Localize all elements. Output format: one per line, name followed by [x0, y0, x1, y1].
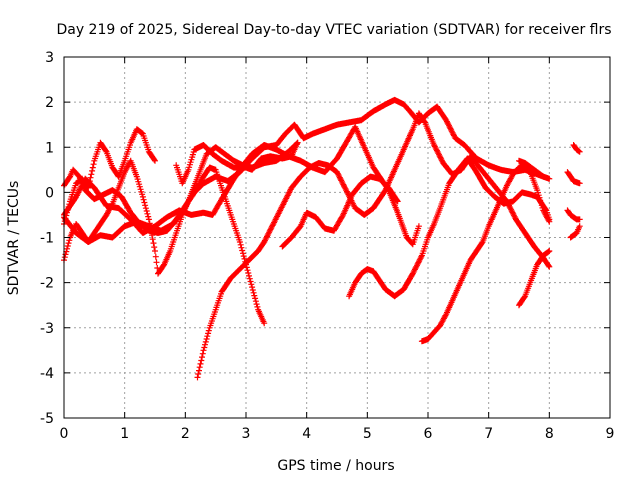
series-markers [516, 157, 547, 180]
data-marks [61, 96, 583, 381]
x-tick-label: 8 [545, 426, 554, 442]
x-tick-label: 3 [242, 426, 251, 442]
series-markers [279, 173, 401, 250]
series-13 [567, 223, 583, 241]
series-markers [564, 169, 583, 187]
series-markers [567, 223, 583, 241]
y-tick-label: -3 [40, 321, 54, 337]
y-tick-label: 2 [45, 95, 54, 111]
series-8 [279, 173, 401, 250]
series-markers [516, 248, 553, 309]
series-markers [194, 110, 553, 381]
series-markers [564, 207, 583, 223]
y-tick-label: -5 [40, 411, 54, 427]
series-10 [418, 162, 553, 345]
x-tick-label: 1 [120, 426, 129, 442]
series-11 [516, 248, 553, 309]
x-tick-label: 4 [302, 426, 311, 442]
y-tick-label: -2 [40, 276, 54, 292]
y-tick-label: -1 [40, 231, 54, 247]
series-9 [346, 155, 553, 300]
series-6 [173, 139, 301, 187]
series-markers [173, 139, 301, 187]
y-tick-label: 1 [45, 140, 54, 156]
series-7 [194, 110, 553, 381]
x-tick-label: 6 [424, 426, 433, 442]
y-tick-label: -4 [40, 366, 54, 382]
axis-ticks: 0 1 2 3 4 5 6 7 8 9 -5 -4 -3 -2 -1 0 1 2 3 [40, 50, 614, 442]
x-tick-label: 5 [363, 426, 372, 442]
x-tick-label: 2 [181, 426, 190, 442]
x-tick-label: 7 [484, 426, 493, 442]
series-14 [564, 207, 583, 223]
series-markers [418, 162, 553, 345]
series-12 [516, 157, 547, 180]
chart-title: Day 219 of 2025, Sidereal Day-to-day VTE… [56, 22, 611, 38]
x-tick-label: 0 [60, 426, 69, 442]
x-axis-label: GPS time / hours [277, 458, 394, 474]
x-tick-label: 9 [606, 426, 615, 442]
y-axis-label: SDTVAR / TECUs [6, 181, 22, 296]
series-15 [564, 169, 583, 187]
series-3 [61, 164, 268, 327]
series-markers [570, 142, 583, 155]
series-16 [570, 142, 583, 155]
series-markers [346, 155, 553, 300]
y-tick-label: 0 [45, 185, 54, 201]
y-tick-label: 3 [45, 50, 54, 66]
series-markers [61, 164, 268, 327]
